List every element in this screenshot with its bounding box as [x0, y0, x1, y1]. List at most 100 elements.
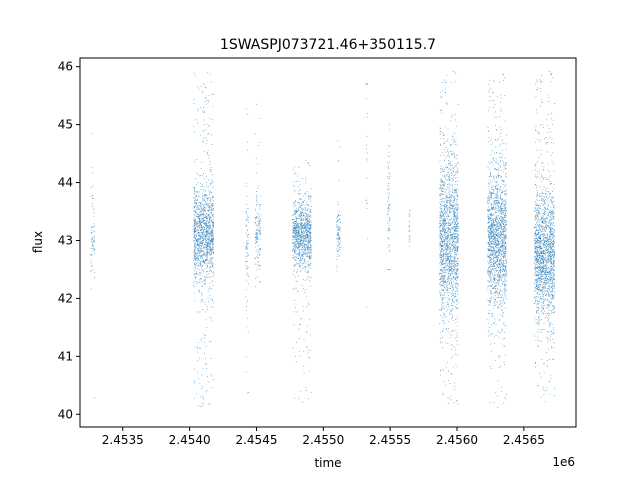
data-point — [296, 212, 297, 213]
data-point — [447, 330, 449, 332]
data-point — [489, 300, 491, 302]
data-point — [300, 193, 302, 195]
data-point — [444, 210, 446, 212]
data-point — [445, 272, 447, 274]
data-point — [195, 276, 196, 278]
data-point — [495, 194, 497, 196]
data-point — [389, 155, 391, 157]
data-point — [447, 206, 449, 208]
data-point — [455, 207, 457, 209]
data-point — [442, 263, 443, 265]
data-point — [453, 235, 455, 237]
data-point — [442, 154, 444, 156]
data-point — [200, 207, 202, 209]
data-point — [456, 251, 458, 253]
data-point — [297, 230, 299, 231]
data-point — [449, 218, 451, 220]
data-point — [210, 240, 212, 242]
data-point — [211, 212, 212, 213]
data-point — [442, 259, 444, 261]
data-point — [365, 144, 367, 146]
data-point — [93, 231, 95, 233]
data-point — [208, 222, 209, 224]
data-point — [193, 258, 195, 260]
data-point — [494, 257, 496, 259]
data-point — [245, 182, 247, 184]
data-point — [194, 380, 195, 382]
data-point — [259, 247, 261, 249]
data-point — [440, 260, 441, 262]
data-point — [293, 269, 295, 271]
data-point — [409, 212, 411, 214]
data-point — [449, 249, 451, 251]
data-point — [366, 152, 368, 154]
data-point — [389, 177, 390, 179]
data-point — [209, 233, 210, 235]
data-point — [440, 234, 442, 236]
data-point — [452, 265, 454, 267]
data-point — [504, 292, 506, 294]
data-point — [296, 257, 297, 259]
data-point — [247, 252, 248, 254]
data-point — [336, 245, 338, 247]
data-point — [309, 242, 311, 244]
data-point — [207, 237, 209, 239]
data-point — [206, 254, 207, 256]
data-point — [299, 260, 301, 261]
data-point — [442, 236, 444, 238]
data-point — [308, 214, 310, 216]
data-point — [490, 198, 492, 200]
data-point — [304, 247, 306, 249]
data-point — [447, 246, 449, 248]
data-point — [440, 185, 442, 187]
data-point — [211, 234, 213, 236]
data-point — [210, 374, 212, 375]
data-point — [209, 216, 211, 218]
data-point — [455, 252, 457, 254]
data-point — [451, 283, 453, 285]
data-point — [259, 221, 261, 223]
data-point — [487, 141, 489, 143]
data-point — [440, 143, 441, 145]
data-point — [440, 215, 442, 217]
data-point — [497, 257, 498, 258]
data-point — [193, 260, 195, 261]
data-point — [442, 215, 444, 217]
data-point — [452, 153, 454, 155]
data-point — [201, 161, 203, 163]
data-point — [447, 184, 449, 186]
data-point — [449, 211, 451, 213]
data-point — [196, 234, 198, 236]
data-point — [205, 86, 207, 88]
data-point — [305, 244, 307, 245]
data-point — [488, 285, 490, 286]
data-point — [203, 251, 205, 252]
data-point — [199, 347, 200, 349]
data-point — [450, 161, 452, 163]
data-point — [497, 265, 499, 267]
data-point — [308, 241, 310, 243]
data-point — [195, 247, 197, 249]
data-point — [452, 206, 454, 208]
data-point — [447, 289, 449, 291]
data-point — [301, 219, 303, 221]
data-point — [495, 185, 497, 187]
data-point — [211, 252, 213, 254]
data-point — [439, 198, 441, 200]
data-point — [212, 276, 214, 278]
data-point — [298, 230, 300, 232]
data-point — [309, 227, 311, 229]
data-point — [294, 259, 296, 260]
data-point — [446, 263, 448, 265]
data-point — [494, 178, 496, 180]
data-point — [309, 280, 310, 282]
data-point — [442, 220, 444, 222]
data-point — [195, 261, 196, 263]
data-point — [300, 198, 302, 200]
data-point — [303, 215, 305, 217]
data-point — [203, 130, 205, 132]
data-point — [439, 261, 441, 263]
segment-2 — [245, 108, 249, 394]
data-point — [307, 227, 309, 229]
data-point — [456, 400, 458, 401]
